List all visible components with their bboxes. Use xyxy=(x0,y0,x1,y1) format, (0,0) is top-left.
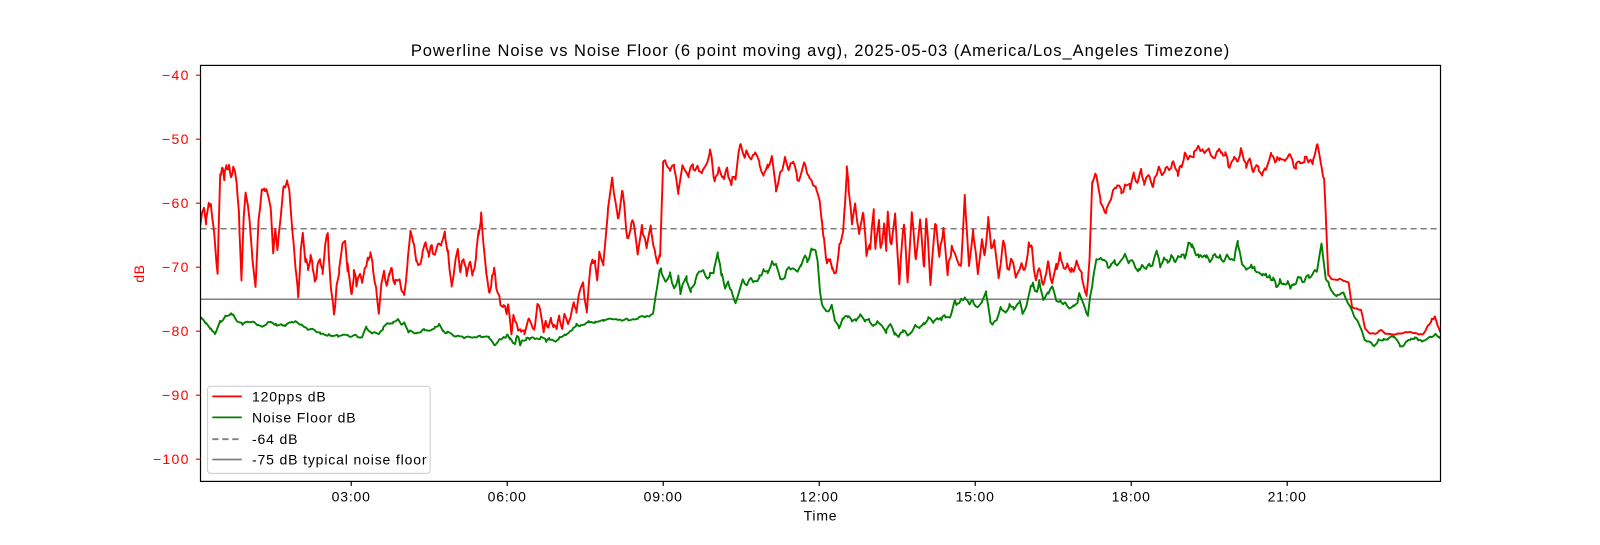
svg-text:Time: Time xyxy=(804,507,838,523)
svg-text:06:00: 06:00 xyxy=(488,488,527,504)
svg-text:−100: −100 xyxy=(153,451,190,467)
svg-text:09:00: 09:00 xyxy=(644,488,683,504)
svg-text:15:00: 15:00 xyxy=(956,488,995,504)
svg-text:−40: −40 xyxy=(162,67,190,83)
svg-text:03:00: 03:00 xyxy=(332,488,371,504)
svg-text:−80: −80 xyxy=(162,323,190,339)
svg-text:-64 dB: -64 dB xyxy=(252,431,298,447)
svg-text:−60: −60 xyxy=(162,195,190,211)
svg-text:-75 dB typical noise floor: -75 dB typical noise floor xyxy=(252,452,427,468)
svg-text:−50: −50 xyxy=(162,131,190,147)
svg-text:18:00: 18:00 xyxy=(1112,488,1151,504)
svg-text:Powerline Noise vs Noise Floor: Powerline Noise vs Noise Floor (6 point … xyxy=(411,42,1230,60)
svg-text:Noise Floor dB: Noise Floor dB xyxy=(252,409,357,425)
svg-text:−70: −70 xyxy=(162,259,190,275)
svg-text:21:00: 21:00 xyxy=(1268,488,1307,504)
svg-text:−90: −90 xyxy=(162,387,190,403)
svg-text:dB: dB xyxy=(131,264,147,282)
svg-text:120pps dB: 120pps dB xyxy=(252,388,327,404)
svg-text:12:00: 12:00 xyxy=(800,488,839,504)
